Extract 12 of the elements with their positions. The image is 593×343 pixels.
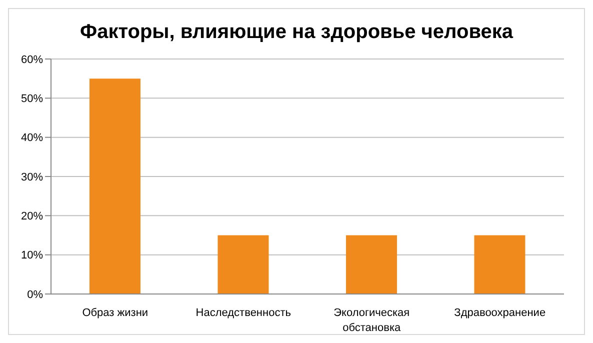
- x-tick-label: Наследственность: [196, 307, 292, 319]
- y-tick-label: 30%: [20, 171, 44, 184]
- y-tick-label: 10%: [20, 250, 44, 262]
- chart-title: Факторы, влияющие на здоровье человека: [79, 20, 514, 45]
- y-tick-label: 60%: [20, 54, 44, 66]
- x-tick-label: Экологическая обстановка: [334, 307, 410, 334]
- x-tick-label: Образ жизни: [82, 307, 148, 319]
- x-tick-label: Здравоохранение: [454, 307, 546, 319]
- y-tick-label: 0%: [27, 288, 44, 301]
- y-tick-label: 40%: [20, 132, 44, 144]
- y-tick-label: 20%: [20, 210, 44, 223]
- y-tick-label: 50%: [20, 93, 44, 106]
